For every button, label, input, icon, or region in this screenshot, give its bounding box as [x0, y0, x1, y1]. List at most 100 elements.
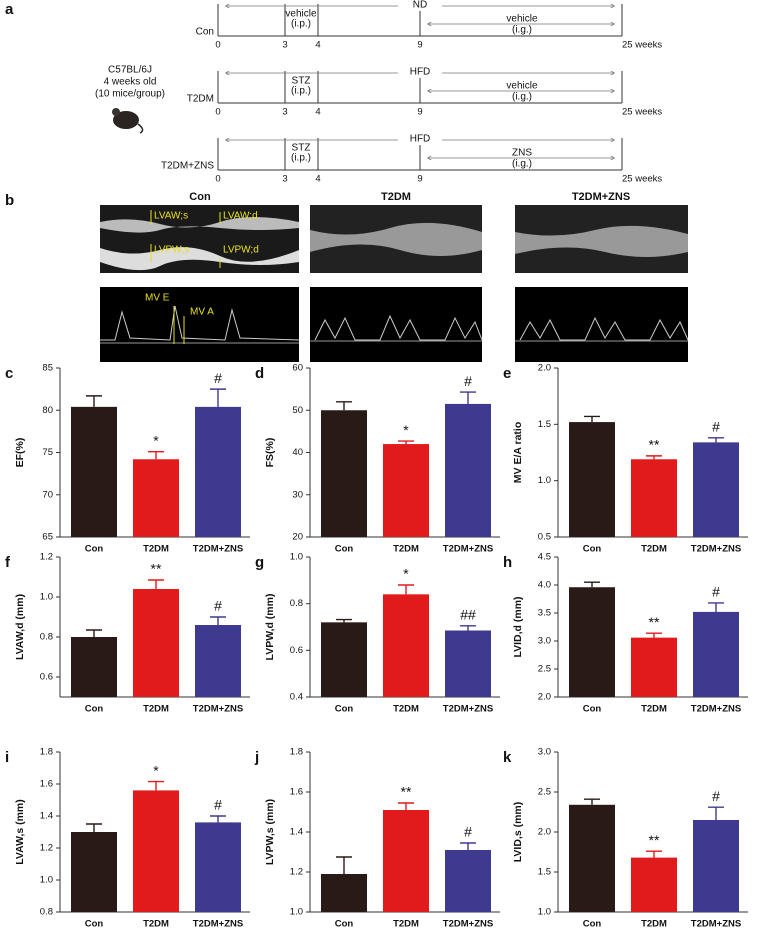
y-tick-label: 70	[42, 489, 53, 500]
y-tick-label: 1.8	[40, 747, 53, 758]
bar	[693, 442, 739, 537]
error-bar	[398, 584, 414, 595]
error-bar	[148, 450, 164, 460]
y-tick-label: 1.4	[290, 827, 303, 838]
panel-label: e	[503, 365, 511, 382]
error-bar	[708, 437, 724, 443]
panel-label: j	[254, 749, 259, 766]
y-tick-label: 40	[292, 447, 303, 458]
y-axis-label: LVAW,d (mm)	[14, 594, 26, 660]
y-tick-label: 0.8	[40, 907, 53, 918]
error-bar	[398, 802, 414, 810]
echo-title: T2DM+ZNS	[572, 191, 630, 203]
y-tick-label: 30	[292, 489, 303, 500]
error-bar	[336, 401, 352, 411]
gavage-label: ZNS	[512, 148, 532, 159]
y-tick-label: 3.0	[538, 636, 551, 647]
y-tick-label: 85	[42, 363, 53, 374]
x-tick-label: Con	[85, 919, 104, 930]
diet-label: HFD	[410, 67, 431, 78]
x-tick-label: T2DM+ZNS	[443, 919, 493, 930]
mmode-label: LVAW;d	[223, 211, 258, 222]
strain-text: C57BL/6J	[108, 65, 152, 76]
significance: *	[403, 566, 409, 582]
echo-images	[100, 205, 689, 362]
diet-bg	[398, 0, 442, 11]
error-bar	[210, 616, 226, 625]
mouse-icon	[112, 108, 144, 134]
x-tick-label: T2DM	[393, 919, 419, 930]
doppler-label: MV E	[145, 293, 170, 304]
echo-title: T2DM	[381, 191, 411, 203]
x-tick-label: T2DM	[143, 544, 169, 555]
significance: **	[401, 784, 412, 800]
x-tick-label: T2DM	[393, 704, 419, 715]
strain-text: 4 weeks old	[104, 77, 157, 88]
bar	[569, 587, 615, 697]
significance: #	[214, 598, 222, 614]
significance: #	[214, 797, 222, 813]
x-tick-label: T2DM+ZNS	[193, 704, 243, 715]
timeline-tick-label: 25 weeks	[622, 174, 662, 185]
x-tick-label: T2DM	[641, 704, 667, 715]
group-label: Con	[196, 27, 214, 38]
panel-label: f	[5, 554, 11, 571]
y-tick-label: 1.0	[538, 475, 551, 486]
panel-label: d	[255, 365, 264, 382]
error-bar	[646, 455, 662, 460]
significance: **	[649, 614, 660, 630]
y-tick-label: 2.0	[538, 827, 551, 838]
y-tick-label: 1.4	[40, 811, 53, 822]
error-bar	[86, 395, 102, 407]
significance: *	[153, 432, 159, 448]
x-tick-label: Con	[335, 919, 354, 930]
significance: #	[464, 824, 472, 840]
timeline-tick-label: 0	[215, 174, 220, 185]
y-tick-label: 0.8	[40, 632, 53, 643]
x-tick-label: T2DM	[143, 704, 169, 715]
error-bar	[460, 625, 476, 631]
y-tick-label: 20	[292, 532, 303, 543]
timeline-tick-label: 4	[315, 107, 320, 118]
y-tick-label: 1.5	[538, 867, 551, 878]
y-axis-label: LVID,d (mm)	[512, 596, 524, 657]
bar	[321, 622, 367, 697]
bar	[71, 637, 117, 697]
echo-title: Con	[189, 191, 211, 203]
bar	[631, 637, 677, 697]
y-tick-label: 0.8	[290, 598, 303, 609]
doppler-label: MV A	[190, 307, 214, 318]
x-tick-label: T2DM+ZNS	[691, 544, 741, 555]
injection-label: (i.p.)	[291, 19, 311, 30]
x-tick-label: T2DM+ZNS	[193, 919, 243, 930]
panel-label: a	[5, 1, 14, 18]
bar	[631, 857, 677, 912]
bar	[133, 589, 179, 697]
y-tick-label: 65	[42, 532, 53, 543]
y-tick-label: 1.6	[40, 779, 53, 790]
error-bar	[584, 581, 600, 588]
timeline-tick-label: 9	[417, 174, 422, 185]
x-tick-label: Con	[335, 544, 354, 555]
x-tick-label: Con	[85, 704, 104, 715]
bar	[71, 832, 117, 912]
panel-label: i	[5, 749, 9, 766]
y-tick-label: 60	[292, 363, 303, 374]
y-tick-label: 2.0	[538, 692, 551, 703]
injection-label: STZ	[292, 143, 311, 154]
x-tick-label: T2DM	[393, 544, 419, 555]
significance: #	[712, 584, 720, 600]
bar	[693, 611, 739, 697]
x-tick-label: T2DM+ZNS	[193, 544, 243, 555]
y-tick-label: 0.6	[40, 672, 53, 683]
error-bar	[336, 856, 352, 874]
significance: *	[153, 762, 159, 778]
mmode-label: LVAW;s	[154, 211, 188, 222]
y-tick-label: 3.5	[538, 608, 551, 619]
timeline-tick-label: 4	[315, 40, 320, 51]
gavage-label: vehicle	[506, 81, 538, 92]
x-tick-label: Con	[583, 919, 602, 930]
y-tick-label: 1.5	[538, 419, 551, 430]
y-axis-label: LVID,s (mm)	[512, 802, 524, 862]
